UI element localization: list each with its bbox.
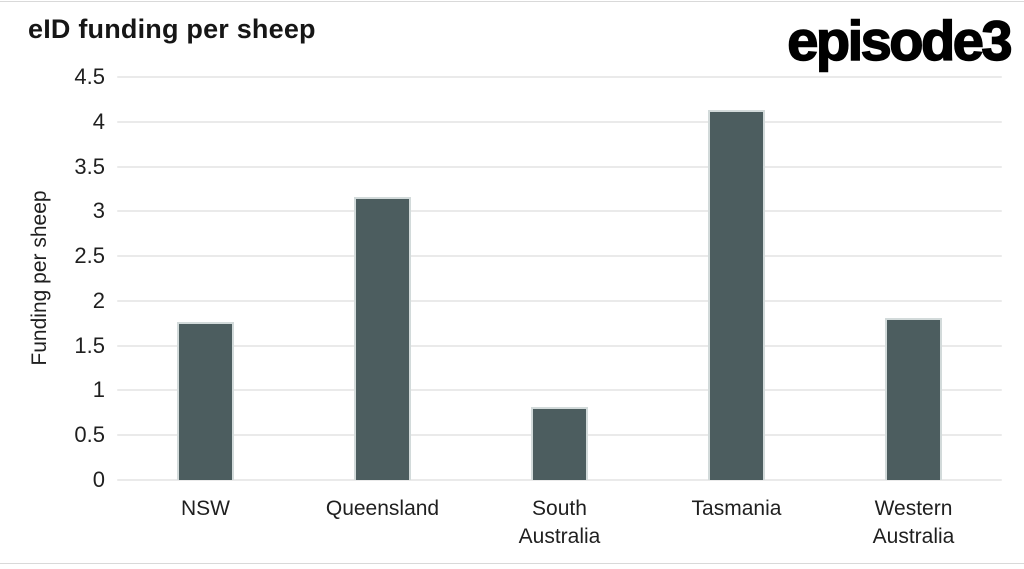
y-tick-label: 2.5 xyxy=(74,243,105,269)
gridline-y-3.5 xyxy=(117,165,1002,168)
card-bottom-border xyxy=(0,563,1024,564)
y-tick-label: 3.5 xyxy=(74,153,105,179)
y-tick-label: 3 xyxy=(92,198,105,224)
x-tick-label: South Australia xyxy=(518,497,601,549)
gridline-y-2.5 xyxy=(117,255,1002,258)
y-tick-label: 0.5 xyxy=(74,422,105,448)
gridline-y-1 xyxy=(117,389,1002,392)
gridline-y-3 xyxy=(117,210,1002,213)
y-tick-label: 4 xyxy=(92,108,105,134)
y-tick-label: 1.5 xyxy=(74,332,105,358)
chart-title: eID funding per sheep xyxy=(28,14,316,44)
gridline-y-4 xyxy=(117,120,1002,123)
gridline-y-1.5 xyxy=(117,344,1002,347)
gridline-y-2 xyxy=(117,299,1002,302)
y-tick-label: 2 xyxy=(92,287,105,313)
bar-tasmania xyxy=(708,110,765,480)
x-tick-label: NSW xyxy=(181,497,230,520)
card-top-border xyxy=(0,1,1024,2)
bar-nsw xyxy=(177,322,234,480)
gridline-y-4.5 xyxy=(117,76,1002,78)
bar-western-australia xyxy=(885,317,942,480)
x-tick-label: Queensland xyxy=(325,497,440,520)
y-tick-label: 1 xyxy=(92,377,105,403)
x-tick-label: Tasmania xyxy=(691,497,782,520)
y-tick-label: 0 xyxy=(92,467,105,492)
gridline-y-0 xyxy=(117,479,1002,481)
x-tick-label: Western Australia xyxy=(872,497,955,549)
bar-south-australia xyxy=(531,407,588,480)
y-tick-label: 4.5 xyxy=(74,64,105,89)
episode3-logo: episode3 xyxy=(786,8,1013,73)
bar-queensland xyxy=(354,197,411,480)
